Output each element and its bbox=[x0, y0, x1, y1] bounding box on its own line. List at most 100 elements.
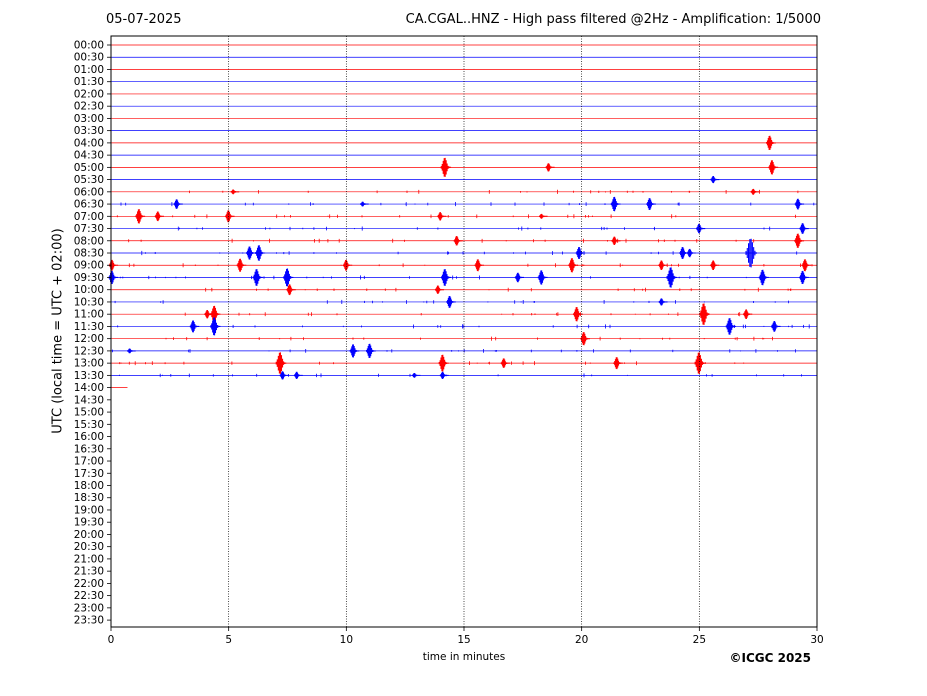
event-1100-25.2 bbox=[699, 303, 710, 325]
y-tick-label: 13:00 bbox=[74, 358, 104, 370]
event-1230-0.8 bbox=[127, 348, 136, 354]
y-tick-label: 19:00 bbox=[74, 504, 104, 516]
event-0830-24.3 bbox=[679, 247, 689, 259]
event-0630-22.9 bbox=[646, 198, 656, 211]
event-1100-19.8 bbox=[573, 307, 583, 322]
event-0830-19.9 bbox=[575, 247, 586, 259]
y-tick-label: 09:30 bbox=[74, 272, 104, 284]
event-1000-7.6 bbox=[286, 284, 296, 296]
y-tick-label: 11:30 bbox=[74, 321, 104, 333]
event-1230-10.3 bbox=[349, 344, 360, 358]
event-0500-18.6 bbox=[545, 163, 555, 172]
y-tick-label: 18:00 bbox=[74, 480, 104, 492]
y-tick-label: 23:00 bbox=[74, 602, 104, 614]
event-1330-7.3 bbox=[279, 371, 289, 380]
y-tick-label: 01:30 bbox=[74, 76, 104, 88]
event-1100-4.4 bbox=[210, 305, 221, 323]
event-0700-14 bbox=[437, 212, 447, 221]
event-0900-29.5 bbox=[801, 259, 812, 272]
x-tick-label: 0 bbox=[108, 634, 115, 646]
y-tick-label: 22:30 bbox=[74, 590, 104, 602]
event-0630-29.2 bbox=[794, 198, 805, 210]
grid-layer bbox=[228, 36, 700, 627]
event-1100-4.1 bbox=[204, 310, 214, 319]
event-0830-5.9 bbox=[246, 246, 256, 260]
event-0630-10.7 bbox=[360, 201, 369, 207]
y-tick-label: 02:30 bbox=[74, 101, 104, 113]
event-1030-14.4 bbox=[446, 295, 456, 308]
event-0530-25.6 bbox=[710, 176, 720, 184]
event-0900-15.6 bbox=[474, 259, 484, 272]
y-tick-label: 00:00 bbox=[74, 40, 104, 52]
x-tick-label: 10 bbox=[340, 634, 353, 646]
y-tick-label: 02:00 bbox=[74, 88, 104, 100]
event-0930-27.7 bbox=[758, 269, 769, 286]
y-tick-label: 20:00 bbox=[74, 529, 104, 541]
event-0900-19.6 bbox=[568, 258, 579, 273]
event-0900-5.5 bbox=[236, 258, 247, 272]
y-tick-label: 05:30 bbox=[74, 174, 104, 186]
event-0930-14.2 bbox=[441, 269, 452, 286]
y-tick-label: 22:00 bbox=[74, 578, 104, 590]
event-0830-24.6 bbox=[686, 248, 696, 258]
event-1000-13.9 bbox=[435, 285, 444, 294]
y-tick-label: 01:00 bbox=[74, 64, 104, 76]
x-tick-label: 30 bbox=[810, 634, 823, 646]
event-1130-3.5 bbox=[189, 320, 200, 333]
event-0630-2.8 bbox=[173, 199, 183, 209]
event-1330-7.9 bbox=[293, 371, 303, 379]
copyright-label: ©ICGC 2025 bbox=[729, 651, 811, 665]
trace-noise bbox=[189, 189, 799, 194]
event-1300-7.2 bbox=[275, 352, 287, 374]
event-1100-27 bbox=[743, 309, 753, 319]
y-tick-label: 10:30 bbox=[74, 296, 104, 308]
event-0600-27.3 bbox=[750, 188, 760, 195]
event-0900-10 bbox=[342, 259, 353, 271]
y-tick-label: 15:30 bbox=[74, 419, 104, 431]
event-0600-5.2 bbox=[230, 189, 240, 195]
tick-layer: 00:0000:3001:0001:3002:0002:3003:0003:30… bbox=[74, 40, 824, 647]
x-tick-label: 15 bbox=[457, 634, 470, 646]
event-0700-18.3 bbox=[539, 213, 548, 219]
event-1230-11 bbox=[366, 343, 376, 359]
y-axis-label: UTC (local time = UTC + 02:00) bbox=[50, 228, 66, 434]
trace-row-1000 bbox=[111, 287, 817, 292]
event-1030-23.4 bbox=[658, 298, 668, 306]
event-1130-26.3 bbox=[725, 318, 736, 335]
event-0930-29.4 bbox=[799, 270, 809, 285]
y-tick-label: 06:30 bbox=[74, 199, 104, 211]
y-tick-label: 15:00 bbox=[74, 407, 104, 419]
y-tick-label: 21:30 bbox=[74, 566, 104, 578]
event-1200-20.1 bbox=[580, 332, 590, 346]
trace-noise bbox=[141, 250, 798, 256]
event-0730-25 bbox=[696, 223, 706, 234]
x-axis-label: time in minutes bbox=[422, 651, 506, 663]
event-0630-21.4 bbox=[610, 196, 621, 212]
trace-noise bbox=[116, 214, 796, 219]
y-tick-label: 14:30 bbox=[74, 394, 104, 406]
event-0730-29.4 bbox=[799, 223, 809, 234]
x-tick-label: 20 bbox=[575, 634, 588, 646]
y-tick-label: 00:30 bbox=[74, 52, 104, 64]
y-tick-label: 21:00 bbox=[74, 553, 104, 565]
plot-date: 05-07-2025 bbox=[106, 12, 182, 27]
y-tick-label: 07:30 bbox=[74, 223, 104, 235]
event-0830-6.3 bbox=[255, 245, 266, 261]
y-tick-label: 08:30 bbox=[74, 248, 104, 260]
trace-noise bbox=[114, 299, 789, 304]
event-0800-21.4 bbox=[611, 236, 621, 245]
event-1300-16.7 bbox=[500, 358, 510, 368]
event-0700-5 bbox=[225, 210, 235, 223]
event-1130-4.4 bbox=[210, 317, 221, 336]
event-1300-25 bbox=[694, 352, 706, 374]
y-tick-label: 12:00 bbox=[74, 333, 104, 345]
event-0400-28 bbox=[766, 135, 776, 151]
y-tick-label: 16:00 bbox=[74, 431, 104, 443]
event-0800-14.7 bbox=[453, 236, 463, 246]
event-1300-21.5 bbox=[613, 357, 623, 370]
event-0700-2 bbox=[154, 211, 164, 222]
event-0900-25.6 bbox=[710, 260, 720, 271]
y-tick-label: 09:00 bbox=[74, 260, 104, 272]
trace-layer bbox=[108, 44, 817, 388]
